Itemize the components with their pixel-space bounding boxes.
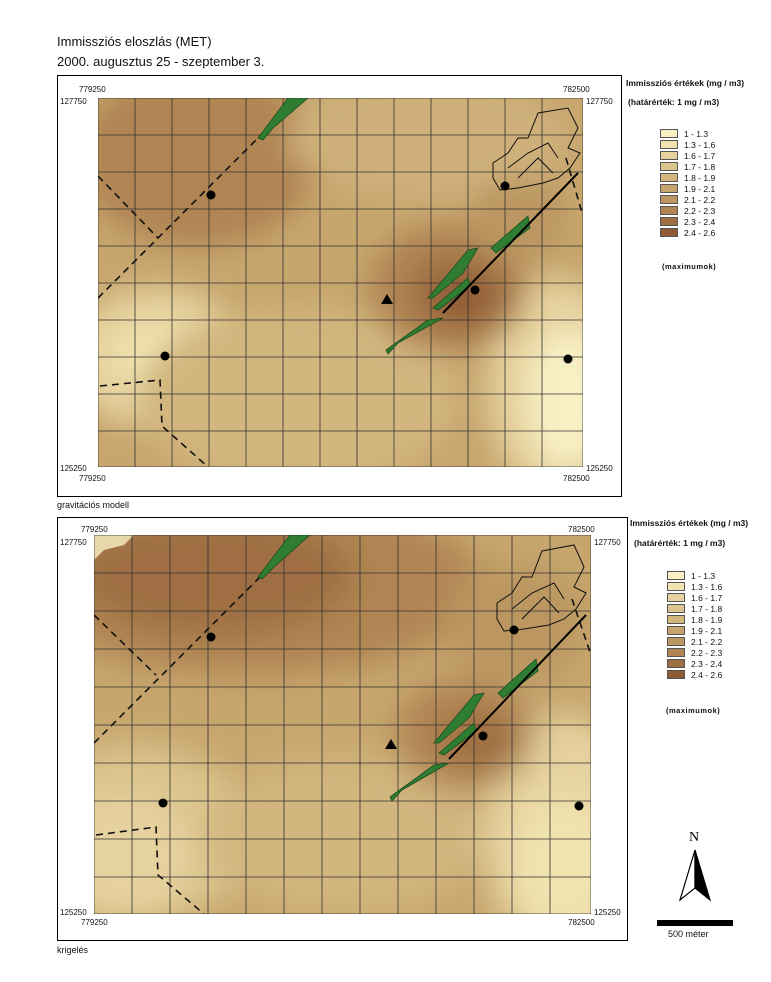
legend-subtitle: (határérték: 1 mg / m3): [628, 97, 720, 107]
coord-bottom-left-x: 779250: [79, 474, 106, 483]
legend-label: 2.4 - 2.6: [684, 227, 716, 238]
legend-classes: 1 - 1.3 1.3 - 1.6 1.6 - 1.7 1.7 - 1.8 1.…: [667, 570, 722, 680]
north-label: N: [689, 830, 699, 845]
green-area: [257, 98, 309, 141]
legend-label: 1.8 - 1.9: [691, 614, 723, 625]
legend-classes: 1 - 1.3 1.3 - 1.6 1.6 - 1.7 1.7 - 1.8 1.…: [660, 128, 715, 238]
legend-label: 2.2 - 2.3: [691, 647, 723, 658]
coord-bottom-left-y: 125250: [60, 908, 87, 917]
legend-label: 2.2 - 2.3: [684, 205, 716, 216]
coord-top-right-y: 127750: [586, 97, 613, 106]
map-panel-kriging: 779250 127750 782500 127750 125250 77925…: [57, 517, 628, 941]
legend-label: 2.1 - 2.2: [691, 636, 723, 647]
coord-bottom-right-y: 125250: [594, 908, 621, 917]
legend-label: 1.9 - 2.1: [691, 625, 723, 636]
map-panel-gravity: 779250 127750 782500 127750 125250 77925…: [57, 75, 622, 497]
coord-bottom-right-x: 782500: [563, 474, 590, 483]
coord-bottom-left-y: 125250: [60, 464, 87, 473]
legend-label: 2.3 - 2.4: [691, 658, 723, 669]
coord-top-right-x: 782500: [568, 525, 595, 534]
legend-label: 2.3 - 2.4: [684, 216, 716, 227]
legend-subtitle: (határérték: 1 mg / m3): [634, 538, 726, 548]
scale-label: 500 méter: [668, 929, 709, 939]
concentration-map-kriging: [94, 535, 591, 914]
coord-top-left-y: 127750: [60, 538, 87, 547]
coord-bottom-right-y: 125250: [586, 464, 613, 473]
legend-label: 1.6 - 1.7: [684, 150, 716, 161]
coord-top-right-y: 127750: [594, 538, 621, 547]
legend-note: (maximumok): [666, 706, 721, 715]
legend-label: 1.3 - 1.6: [684, 139, 716, 150]
legend-label: 1.7 - 1.8: [691, 603, 723, 614]
legend-label: 1.9 - 2.1: [684, 183, 716, 194]
legend-label: 2.4 - 2.6: [691, 669, 723, 680]
coord-top-right-x: 782500: [563, 85, 590, 94]
concentration-map-gravity: [98, 98, 583, 467]
coord-top-left-x: 779250: [81, 525, 108, 534]
legend-note: (maximumok): [662, 262, 717, 271]
north-arrow-icon: N: [676, 828, 716, 904]
map-title: Immissziós eloszlás (MET): [57, 34, 212, 49]
map-date-range: 2000. augusztus 25 - szeptember 3.: [57, 54, 265, 69]
legend-label: 2.1 - 2.2: [684, 194, 716, 205]
coord-bottom-left-x: 779250: [81, 918, 108, 927]
legend-label: 1.8 - 1.9: [684, 172, 716, 183]
legend-label: 1 - 1.3: [684, 128, 709, 139]
legend-label: 1.3 - 1.6: [691, 581, 723, 592]
coord-top-left-x: 779250: [79, 85, 106, 94]
legend-title: Immissziós értékek (mg / m3): [626, 78, 745, 88]
scale-bar: [657, 920, 733, 926]
legend-label: 1.7 - 1.8: [684, 161, 716, 172]
coord-bottom-right-x: 782500: [568, 918, 595, 927]
legend-title: Immissziós értékek (mg / m3): [630, 518, 749, 528]
coord-top-left-y: 127750: [60, 97, 87, 106]
legend-label: 1.6 - 1.7: [691, 592, 723, 603]
caption-kriging: krigelés: [57, 945, 89, 955]
legend-label: 1 - 1.3: [691, 570, 716, 581]
caption-gravity-model: gravitációs modell: [57, 500, 130, 510]
